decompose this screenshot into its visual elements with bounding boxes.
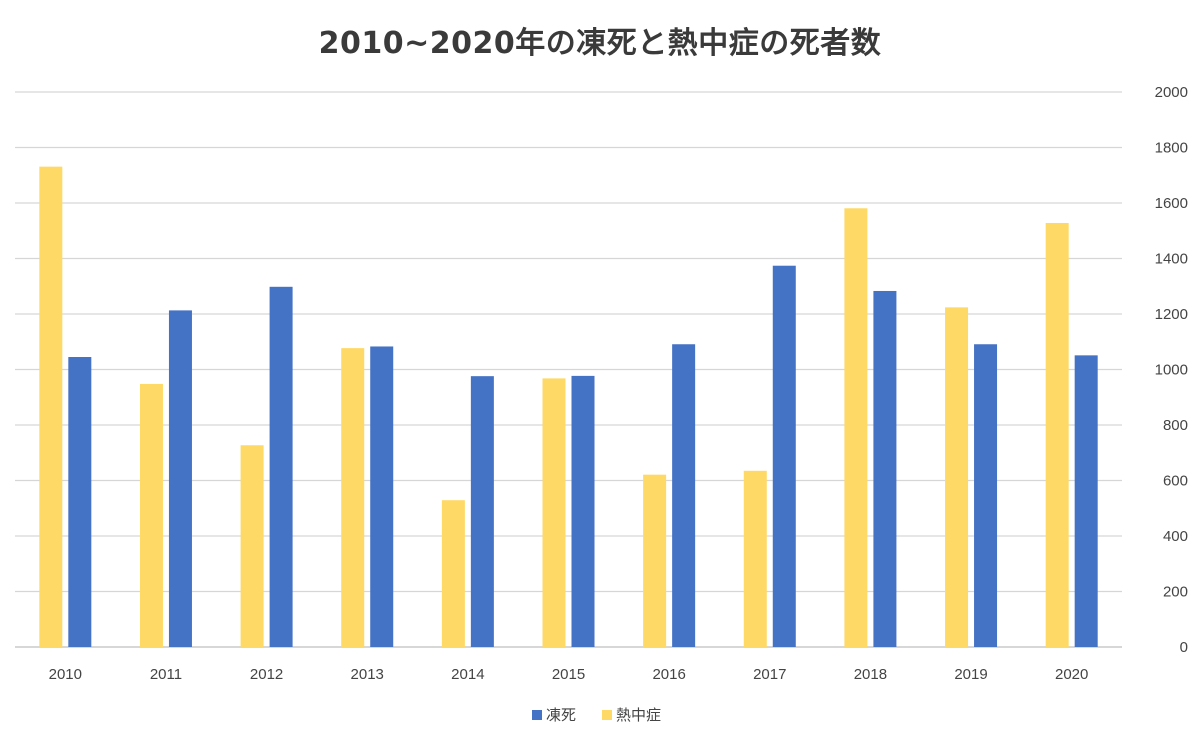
x-tick-label: 2016 xyxy=(652,666,685,683)
y-tick-label: 2000 xyxy=(1155,84,1188,101)
bar-2011-熱中症 xyxy=(139,383,163,647)
x-tick-label: 2020 xyxy=(1055,666,1088,683)
y-tick-label: 200 xyxy=(1163,584,1188,601)
x-axis-tick-labels: 2010 2011 2012 2013 2014 2015 2016 2017 2018 2019… xyxy=(49,666,1089,683)
bar-2017-凍死 xyxy=(772,265,796,647)
gridlines xyxy=(15,91,1122,648)
y-tick-label: 800 xyxy=(1163,417,1188,434)
x-tick-label: 2011 xyxy=(150,666,182,683)
x-tick-label: 2019 xyxy=(954,666,987,683)
bar-2018-熱中症 xyxy=(844,208,868,647)
legend-swatch xyxy=(602,710,612,720)
bar-2020-凍死 xyxy=(1074,355,1098,647)
bar-2013-熱中症 xyxy=(341,348,365,647)
x-tick-label: 2010 xyxy=(49,666,82,683)
bar-2012-熱中症 xyxy=(240,445,264,647)
legend-label: 凍死 xyxy=(546,706,576,724)
bar-2012-凍死 xyxy=(269,286,293,647)
y-tick-label: 1800 xyxy=(1155,140,1188,157)
x-tick-label: 2013 xyxy=(351,666,384,683)
bar-2013-凍死 xyxy=(370,346,394,647)
bar-2019-熱中症 xyxy=(945,307,969,647)
x-tick-label: 2012 xyxy=(250,666,283,683)
bar-2015-凍死 xyxy=(571,375,595,647)
y-tick-label: 1200 xyxy=(1155,306,1188,323)
y-tick-label: 1000 xyxy=(1155,362,1188,379)
bar-2019-凍死 xyxy=(974,344,998,647)
bar-2010-凍死 xyxy=(68,357,92,647)
legend: 凍死 熱中症 xyxy=(532,706,661,724)
x-tick-label: 2014 xyxy=(451,666,484,683)
bar-2016-凍死 xyxy=(672,344,696,647)
x-tick-label: 2017 xyxy=(753,666,786,683)
y-tick-label: 0 xyxy=(1180,639,1188,656)
bar-2014-凍死 xyxy=(470,376,494,647)
bar-2016-熱中症 xyxy=(643,474,667,647)
x-tick-label: 2015 xyxy=(552,666,585,683)
y-tick-label: 1600 xyxy=(1155,195,1188,212)
bar-2018-凍死 xyxy=(873,290,897,647)
legend-label: 熱中症 xyxy=(616,706,661,724)
y-axis-tick-labels: 0 200 400 600 800 1000 1200 1400 1600 1800 2000 xyxy=(1155,84,1188,656)
bar-2015-熱中症 xyxy=(542,378,566,647)
y-tick-label: 1400 xyxy=(1155,251,1188,268)
bar-2011-凍死 xyxy=(168,310,192,647)
x-tick-label: 2018 xyxy=(854,666,887,683)
chart-title: 2010~2020年の凍死と熱中症の死者数 xyxy=(318,26,882,61)
bars xyxy=(39,166,1098,648)
bar-2020-熱中症 xyxy=(1045,222,1069,648)
legend-swatch xyxy=(532,710,542,720)
bar-2010-熱中症 xyxy=(39,166,63,647)
y-tick-label: 600 xyxy=(1163,473,1188,490)
y-tick-label: 400 xyxy=(1163,528,1188,545)
bar-2014-熱中症 xyxy=(441,500,465,647)
bar-2017-熱中症 xyxy=(743,470,767,647)
